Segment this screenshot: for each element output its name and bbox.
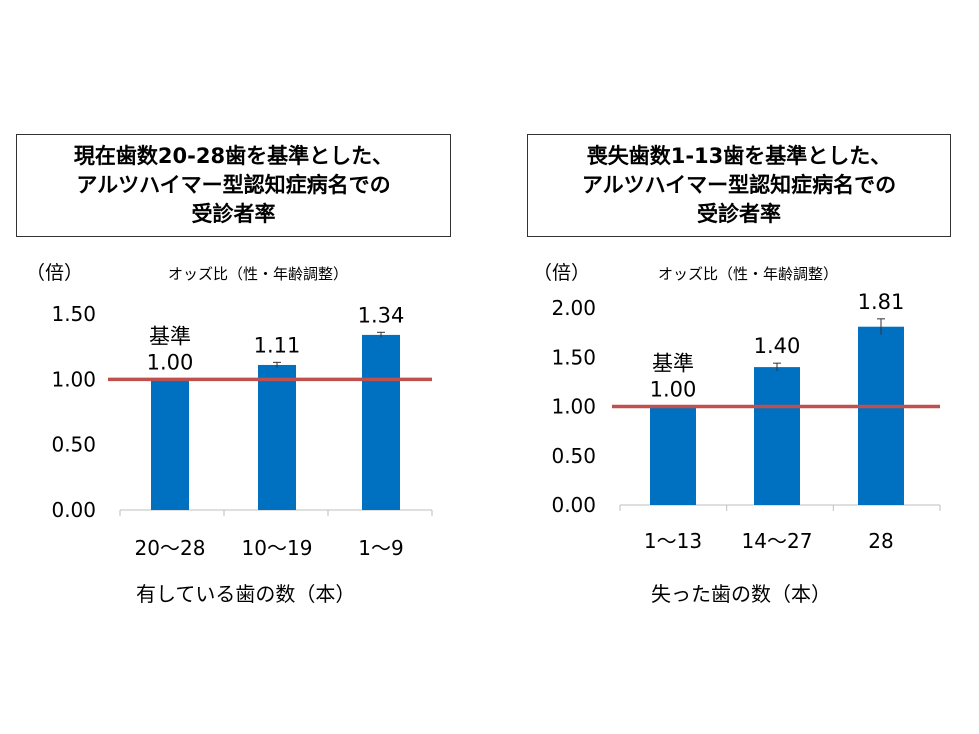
chart1-title-box: 現在歯数20-28歯を基準とした、 アルツハイマー型認知症病名での 受診者率	[16, 134, 451, 237]
chart1-y-unit: （倍）	[26, 262, 84, 284]
chart1-bar	[362, 334, 400, 510]
chart2-plot: 0.000.501.001.502.001.00基準1〜131.4014〜271…	[551, 290, 941, 553]
chart1-data-label: 1.00	[147, 350, 194, 374]
chart2-data-label: 1.00	[650, 378, 697, 402]
chart2-y-tick-label: 1.50	[551, 345, 596, 369]
chart1-y-tick-label: 1.00	[51, 367, 96, 391]
chart2-data-label: 1.81	[858, 290, 905, 314]
chart2-category-label: 1〜13	[644, 529, 702, 553]
chart2-y-tick-label: 0.50	[551, 444, 596, 468]
chart2-baseline-annotation: 基準	[652, 352, 694, 376]
chart1-y-tick-label: 0.00	[51, 498, 96, 522]
chart2-data-label: 1.40	[754, 334, 801, 358]
chart2-title-line1: 喪失歯数1-13歯を基準とした、	[586, 144, 892, 168]
chart2-x-axis-title: 失った歯の数（本）	[651, 582, 831, 606]
chart1-subtitle: オッズ比（性・年齢調整）	[168, 265, 349, 283]
chart1-y-tick-label: 1.50	[51, 302, 96, 326]
chart2-title-box: 喪失歯数1-13歯を基準とした、 アルツハイマー型認知症病名での 受診者率	[527, 134, 951, 237]
chart1-category-label: 10〜19	[242, 536, 313, 560]
chart1-plot: 0.000.501.001.501.00基準20〜281.1110〜191.34…	[51, 302, 433, 560]
chart2-bar	[650, 406, 696, 505]
chart1-data-label: 1.11	[254, 333, 301, 357]
chart2-bar	[754, 367, 800, 505]
chart1-y-tick-label: 0.50	[51, 433, 96, 457]
chart2-y-tick-label: 2.00	[551, 296, 596, 320]
chart2-category-label: 28	[868, 529, 893, 553]
chart1-baseline-annotation: 基準	[149, 324, 191, 348]
chart2-y-tick-label: 1.00	[551, 395, 596, 419]
chart2-y-unit: （倍）	[533, 262, 591, 284]
chart1-title-line3: 受診者率	[191, 202, 276, 226]
chart2-title-line2: アルツハイマー型認知症病名での	[581, 173, 897, 197]
chart1-category-label: 1〜9	[358, 536, 403, 560]
chart1-x-axis-title: 有している歯の数（本）	[136, 582, 356, 606]
chart1-bar	[151, 379, 189, 510]
chart1-data-label: 1.34	[358, 303, 405, 327]
chart2-subtitle: オッズ比（性・年齢調整）	[658, 265, 839, 283]
chart1-title-line2: アルツハイマー型認知症病名での	[76, 173, 391, 197]
chart1-bar	[258, 364, 296, 510]
chart2-title-line3: 受診者率	[697, 202, 781, 226]
chart1-title-line1: 現在歯数20-28歯を基準とした、	[73, 144, 394, 168]
chart1-category-label: 20〜28	[135, 536, 206, 560]
chart2-y-tick-label: 0.00	[551, 493, 596, 517]
chart2-bar	[858, 326, 904, 505]
chart2-category-label: 14〜27	[742, 529, 813, 553]
